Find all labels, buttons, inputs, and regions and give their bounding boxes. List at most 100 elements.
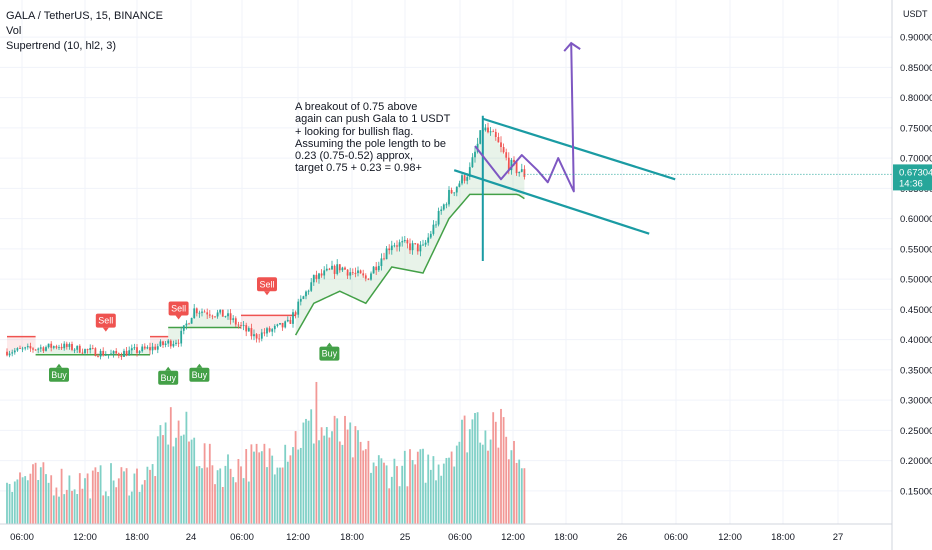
volume-bar [484,430,487,524]
volume-bar [515,462,518,524]
candle-body [377,266,380,271]
volume-bar [320,427,323,524]
candle-body [190,317,193,324]
volume-bar [250,444,253,524]
volume-bar [136,468,138,524]
candle-body [445,204,448,206]
volume-bar [390,476,393,524]
volume-bar [481,444,484,524]
volume-indicator-label[interactable]: Vol [6,25,22,37]
volume-bar [47,482,50,524]
signal-label-box [257,277,277,292]
sell-signal: Sell [168,301,189,320]
candle-body [65,343,68,347]
volume-bar [341,444,344,524]
volume-bar [201,468,203,524]
candle-body [52,346,55,348]
supertrend-indicator-label[interactable]: Supertrend (10, hl2, 3) [6,40,117,52]
candle-body [78,345,81,353]
annotation-line: A breakout of 0.75 above [295,101,418,113]
candle-body [260,332,263,339]
trend-drawings[interactable] [453,41,676,261]
candle-body [502,147,505,153]
volume-bar [206,467,209,524]
volume-bar [185,411,188,524]
candle-body [440,209,443,212]
candle-body [463,175,466,181]
candle-body [294,312,297,315]
candle-body [156,346,159,350]
y-tick-label: 0.75000 [900,123,932,134]
volume-bar [463,415,466,524]
volume-bar [78,473,81,524]
volume-bar [6,482,8,524]
candle-body [364,275,367,279]
volume-bar [502,417,505,524]
candle-body [523,169,526,177]
candle-body [91,347,94,349]
volume-bar [450,451,453,524]
candle-body [21,348,24,350]
candle-body [289,319,292,324]
candle-body [253,334,255,337]
candle-body [216,312,219,317]
volume-bar [448,457,450,524]
volume-bar [461,419,463,524]
candle-body [232,318,235,320]
volume-bar [385,465,388,524]
candle-body [29,346,32,349]
candle-body [346,269,349,276]
volume-bar [471,419,474,524]
volume-bar [182,434,185,524]
x-tick-label: 24 [186,532,197,543]
candle-body [224,316,227,318]
current-price-label-box [893,164,932,191]
signal-pointer [326,342,333,347]
candle-body [162,341,164,346]
volume-bar [377,455,380,524]
volume-bar [42,462,45,524]
signal-label-text: Sell [259,279,274,289]
candle-body [357,270,359,274]
candle-body [479,130,482,144]
volume-bar [177,420,180,524]
volume-bar [310,409,313,524]
symbol-title[interactable]: GALA / TetherUS, 15, BINANCE [6,10,163,22]
volume-bar [34,462,37,524]
x-tick-label: 18:00 [554,532,578,543]
volume-bar [427,454,430,524]
volume-bar [328,437,331,524]
volume-bar [497,447,500,524]
candle-body [240,325,242,326]
x-tick-label: 18:00 [771,532,795,543]
volume-bar [24,476,27,524]
volume-bar [507,459,510,524]
volume-bar [312,443,315,524]
volume-bar [263,443,266,524]
bar-countdown: 14:36 [899,178,923,189]
y-tick-label: 0.40000 [900,335,932,346]
candle-body [143,346,146,349]
volume-bar [26,480,29,524]
signal-label-text: Sell [171,304,186,314]
volume-bar [455,445,458,524]
text-annotation[interactable]: A breakout of 0.75 above again can push … [295,101,465,175]
candle-body [380,258,383,267]
volume-bar [29,473,32,524]
volume-bar [479,442,482,524]
volume-bar [149,469,151,524]
candle-body [32,348,34,350]
volume-bar [307,420,310,524]
volume-bar [175,437,177,524]
volume-bar [255,443,258,524]
candle-body [117,353,120,356]
buy-signal: Buy [158,366,179,385]
y-tick-label: 0.20000 [900,456,932,467]
volume-bar [315,381,318,524]
flag-lower-trendline [453,169,650,235]
volume-bar [11,491,14,524]
volume-bar [81,488,84,524]
volume-bar [383,462,385,524]
